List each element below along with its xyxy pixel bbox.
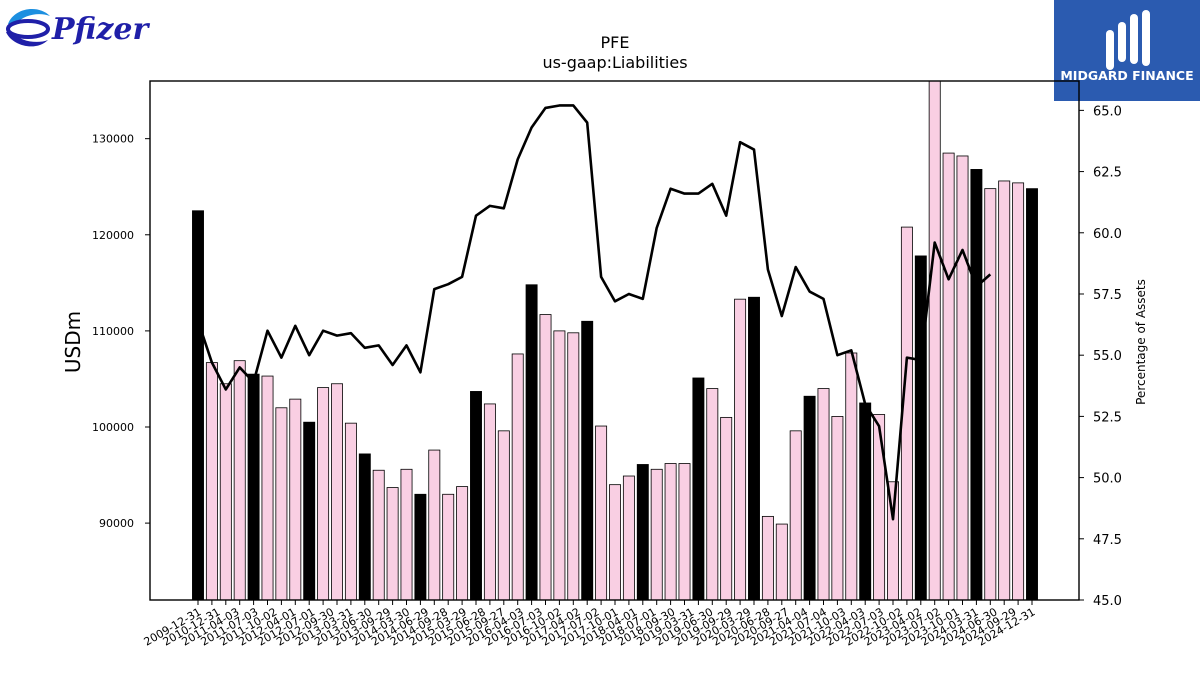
bar-2013-09-29 xyxy=(400,468,413,600)
bar-2023-04-02 xyxy=(928,81,941,600)
chart-title: PFE xyxy=(601,33,630,52)
bar-2018-04-01 xyxy=(650,468,663,600)
bar-2023-10-01 xyxy=(956,155,969,600)
bar-2018-07-01 xyxy=(664,463,677,600)
bar-2015-12-31 xyxy=(525,284,538,600)
bar-2021-07-04 xyxy=(831,416,844,600)
liabilities-percent-line xyxy=(196,104,992,521)
bar-2016-10-02 xyxy=(567,332,580,600)
y-tick-label: 130000 xyxy=(92,133,134,146)
bar-2017-07-02 xyxy=(609,484,621,600)
bar-2020-09-27 xyxy=(789,430,802,600)
bar-2024-03-31 xyxy=(984,188,997,600)
bar-2018-12-31 xyxy=(692,377,705,600)
y2-axis-label: Percentage of Assets xyxy=(1134,279,1148,405)
bar-2012-04-01 xyxy=(317,387,330,600)
bar-2022-07-03 xyxy=(887,481,899,600)
y-axis-label: USDm xyxy=(61,311,85,373)
bar-2024-06-30 xyxy=(998,180,1011,600)
bar-2014-06-29 xyxy=(442,493,455,600)
y2-tick-label: 65.0 xyxy=(1093,104,1122,119)
bar-2014-03-30 xyxy=(428,449,441,600)
bar-series xyxy=(192,81,1038,600)
midgard-finance-text: MIDGARD FINANCE xyxy=(1060,68,1194,83)
y2-tick-label: 50.0 xyxy=(1093,472,1122,487)
midgard-mark-icon xyxy=(1106,30,1114,70)
bar-2011-04-03 xyxy=(261,375,274,600)
bar-2022-12-31 xyxy=(914,255,927,600)
y2-tick-label: 60.0 xyxy=(1093,227,1122,242)
bar-2011-10-02 xyxy=(289,398,302,600)
chart-subtitle: us-gaap:Liabilities xyxy=(542,53,687,72)
bar-2013-06-30 xyxy=(386,487,399,600)
bar-2024-09-29 xyxy=(1012,182,1025,600)
bar-2022-04-03 xyxy=(873,414,886,600)
bar-2011-12-31 xyxy=(303,421,316,600)
bar-2014-12-31 xyxy=(470,391,482,600)
bar-2021-04-04 xyxy=(817,388,830,600)
bar-2015-09-27 xyxy=(511,353,524,600)
bar-2016-07-03 xyxy=(553,330,566,600)
y2-tick-label: 52.5 xyxy=(1093,410,1122,425)
bar-2012-09-30 xyxy=(344,422,357,600)
bar-2014-09-28 xyxy=(456,486,469,600)
bar-2010-12-31 xyxy=(247,373,260,600)
y2-tick-label: 62.5 xyxy=(1093,166,1122,181)
y2-tick-label: 55.0 xyxy=(1093,349,1122,364)
bar-2020-12-31 xyxy=(803,395,816,600)
y-tick-label: 120000 xyxy=(92,229,134,242)
bar-2017-10-01 xyxy=(622,475,635,600)
pfizer-logo xyxy=(4,2,134,58)
bar-2012-12-31 xyxy=(358,453,371,600)
bar-2023-07-02 xyxy=(942,152,955,600)
pfizer-swoosh-lower-icon xyxy=(6,32,48,47)
y2-tick-label: 45.0 xyxy=(1093,594,1122,609)
y-tick-label: 110000 xyxy=(92,325,134,338)
bar-2016-04-03 xyxy=(539,314,552,600)
bar-2021-12-31 xyxy=(859,402,872,600)
bar-2019-03-31 xyxy=(706,388,719,600)
bar-2012-07-01 xyxy=(331,383,343,600)
bar-2016-12-31 xyxy=(581,320,594,600)
bar-2023-12-31 xyxy=(970,169,983,600)
bar-2019-09-29 xyxy=(734,298,747,600)
bar-2024-12-31 xyxy=(1026,188,1038,600)
bar-2013-03-31 xyxy=(372,469,385,600)
bar-2009-12-31 xyxy=(192,210,204,600)
bar-2015-03-29 xyxy=(483,403,496,600)
bar-2019-12-31 xyxy=(748,296,760,600)
line-series xyxy=(196,104,992,521)
bar-2015-06-28 xyxy=(497,430,510,600)
y-tick-label: 90000 xyxy=(99,517,134,530)
bar-2017-04-02 xyxy=(595,425,608,600)
bar-2010-10-03 xyxy=(233,360,246,600)
bar-2020-03-29 xyxy=(761,515,774,600)
y-tick-label: 100000 xyxy=(92,421,134,434)
bar-2019-06-30 xyxy=(720,416,733,600)
pfizer-logo-text: Pfizer xyxy=(52,12,149,47)
y2-tick-label: 57.5 xyxy=(1093,288,1122,303)
y2-tick-label: 47.5 xyxy=(1093,533,1122,548)
bar-2010-07-04 xyxy=(219,383,232,600)
bar-2020-06-28 xyxy=(775,523,788,600)
bar-2017-12-31 xyxy=(636,464,649,600)
bar-2013-12-31 xyxy=(414,493,427,600)
bar-2011-07-03 xyxy=(275,407,288,600)
bar-2021-10-03 xyxy=(845,352,858,600)
bar-2010-04-04 xyxy=(205,362,218,600)
bar-2018-09-30 xyxy=(678,463,691,600)
pfizer-oval-icon xyxy=(6,19,50,39)
